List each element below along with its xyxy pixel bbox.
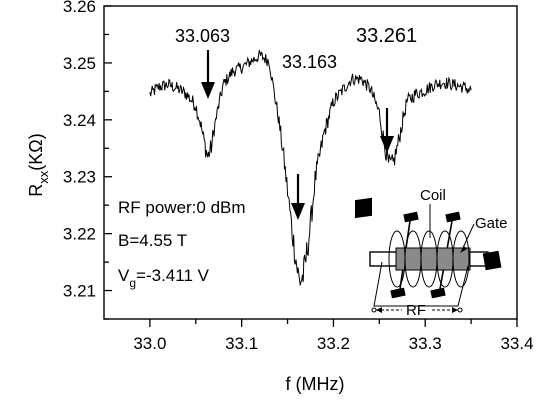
gate-region: [395, 247, 471, 271]
x-tick-label: 33.2: [317, 334, 350, 353]
y-tick-label: 3.21: [63, 282, 96, 301]
plot-frame: [103, 5, 518, 320]
contact-pad-bottom-right: [430, 287, 446, 299]
contact-pad-top-right: [445, 211, 461, 223]
y-tick-label: 3.25: [63, 54, 96, 73]
peak-label-2: 33.163: [282, 52, 337, 72]
gate-voltage-label: Vg=-3.411 V: [118, 266, 210, 290]
device-schematic-inset: RF Coil Gate: [354, 187, 508, 319]
y-axis-ticks: 3.21 3.22 3.23 3.24 3.25 3.26: [63, 0, 112, 320]
source-pad: [355, 197, 372, 219]
x-tick-label: 33.4: [500, 334, 533, 353]
y-axis-title-main: R: [26, 184, 46, 197]
x-tick-label: 33.0: [133, 334, 166, 353]
rf-power-label: RF power:0 dBm: [118, 198, 246, 217]
peak-label-3: 33.261: [356, 25, 417, 47]
x-axis-ticks: 33.0 33.1 33.2 33.3 33.4: [133, 319, 534, 353]
y-tick-label: 3.24: [63, 111, 96, 130]
svg-text:Rxx(KΩ): Rxx(KΩ): [26, 133, 51, 196]
gate-voltage-sub: g: [129, 276, 136, 290]
y-tick-label: 3.22: [63, 225, 96, 244]
peak-arrow-2: [291, 174, 305, 220]
y-tick-label: 3.26: [63, 0, 96, 16]
peak-arrow-3: [380, 108, 394, 153]
rf-label: RF: [406, 302, 426, 319]
drain-pad: [482, 250, 502, 271]
gate-voltage-value: =-3.411 V: [136, 266, 210, 285]
y-axis-title-sub: xx: [36, 170, 51, 184]
peak-label-1: 33.063: [175, 26, 230, 46]
gate-label: Gate: [475, 215, 508, 232]
field-label: B=4.55 T: [118, 231, 187, 250]
y-axis-title-unit: (KΩ): [26, 133, 46, 170]
coil-label: Coil: [420, 187, 446, 204]
y-tick-label: 3.23: [63, 168, 96, 187]
resistance-series-line: [149, 49, 472, 286]
x-tick-label: 33.1: [225, 334, 258, 353]
x-axis-title: f (MHz): [286, 374, 345, 394]
contact-pad-top-left: [403, 211, 419, 223]
x-tick-label: 33.3: [409, 334, 442, 353]
peak-arrow-1: [201, 50, 215, 99]
y-axis-title: Rxx(KΩ): [26, 133, 51, 196]
gate-voltage-main: V: [118, 266, 130, 285]
contact-pad-bottom-left: [390, 287, 406, 299]
